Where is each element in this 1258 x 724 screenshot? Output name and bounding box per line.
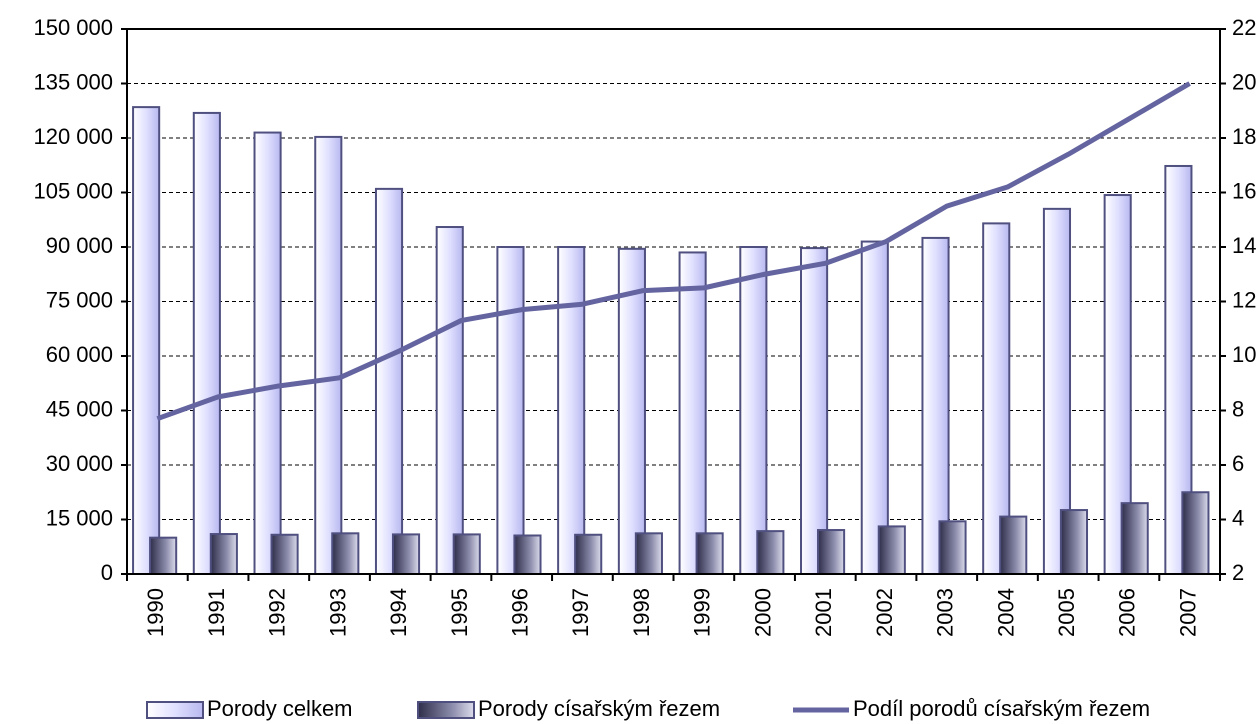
- bar: [253, 131, 282, 576]
- x-tick-label: 1993: [325, 588, 350, 637]
- x-tick-label: 1998: [629, 588, 654, 637]
- x-tick-label: 1994: [386, 588, 411, 637]
- x-tick-label: 2007: [1175, 588, 1200, 637]
- legend-label: Porody celkem: [207, 696, 353, 721]
- bar: [739, 246, 768, 575]
- bar: [877, 525, 906, 575]
- bar: [435, 226, 464, 575]
- bar: [1059, 509, 1089, 576]
- y-tick-label: 120 000: [33, 124, 113, 149]
- y2-tick-label: 22: [1232, 15, 1256, 40]
- bar: [270, 533, 299, 576]
- y2-tick-label: 16: [1232, 178, 1256, 203]
- bar: [1120, 502, 1149, 575]
- y-tick-label: 0: [101, 560, 113, 585]
- line-series: [156, 81, 1191, 422]
- x-tick-label: 2004: [993, 588, 1018, 637]
- bar: [496, 246, 525, 575]
- bar: [800, 247, 829, 575]
- bar: [574, 533, 603, 576]
- x-tick-label: 2001: [811, 588, 836, 637]
- y-tick-label: 45 000: [46, 396, 113, 421]
- bar: [938, 520, 967, 575]
- x-tick-label: 2003: [933, 588, 958, 637]
- bar: [1164, 164, 1193, 576]
- y2-tick-label: 8: [1232, 396, 1244, 421]
- x-tick-label: 1997: [568, 588, 593, 637]
- bar: [695, 532, 724, 575]
- x-tick-label: 2002: [872, 588, 897, 637]
- bar: [756, 530, 785, 575]
- bar: [557, 246, 586, 575]
- bar: [513, 534, 542, 576]
- x-tick-label: 2006: [1115, 588, 1140, 637]
- y-tick-label: 90 000: [46, 233, 113, 258]
- bar: [132, 106, 161, 575]
- bar: [192, 111, 221, 576]
- y2-tick-label: 14: [1232, 233, 1256, 258]
- bar: [817, 529, 846, 576]
- bar: [634, 532, 663, 575]
- x-tick-label: 1995: [447, 588, 472, 637]
- y-tick-label: 60 000: [46, 342, 113, 367]
- bar: [982, 222, 1011, 575]
- legend-label: Podíl porodů císařským řezem: [853, 696, 1150, 721]
- y-tick-label: 105 000: [33, 178, 113, 203]
- y2-tick-label: 12: [1232, 287, 1256, 312]
- legend-label: Porody císařským řezem: [478, 696, 720, 721]
- x-tick-label: 2000: [750, 588, 775, 637]
- bar: [209, 533, 238, 575]
- x-tick-label: 1996: [508, 588, 533, 637]
- y-tick-label: 135 000: [33, 69, 113, 94]
- y2-tick-label: 20: [1232, 69, 1256, 94]
- y2-tick-label: 4: [1232, 505, 1244, 530]
- bar: [391, 533, 421, 575]
- plot-frame: [126, 28, 1221, 575]
- x-tick-label: 1999: [690, 588, 715, 637]
- y2-tick-label: 18: [1232, 124, 1256, 149]
- bar: [617, 247, 646, 575]
- bar: [860, 240, 889, 576]
- y2-tick-label: 6: [1232, 451, 1244, 476]
- y-tick-label: 15 000: [46, 505, 113, 530]
- x-tick-label: 1991: [204, 588, 229, 637]
- x-tick-label: 2005: [1054, 588, 1079, 637]
- bar: [374, 187, 404, 575]
- bar: [452, 533, 481, 575]
- legend-swatch: [417, 701, 475, 719]
- y-tick-label: 30 000: [46, 451, 113, 476]
- x-tick-label: 1990: [143, 588, 168, 637]
- bar: [149, 536, 178, 576]
- bar: [314, 135, 343, 575]
- bar: [331, 532, 360, 575]
- bar: [1181, 491, 1210, 575]
- legend-swatch: [146, 701, 204, 719]
- bar: [678, 251, 707, 575]
- y2-tick-label: 10: [1232, 342, 1256, 367]
- y-tick-label: 150 000: [33, 15, 113, 40]
- y2-tick-label: 2: [1232, 560, 1244, 585]
- bar: [999, 515, 1028, 575]
- x-tick-label: 1992: [265, 588, 290, 637]
- y-tick-label: 75 000: [46, 287, 113, 312]
